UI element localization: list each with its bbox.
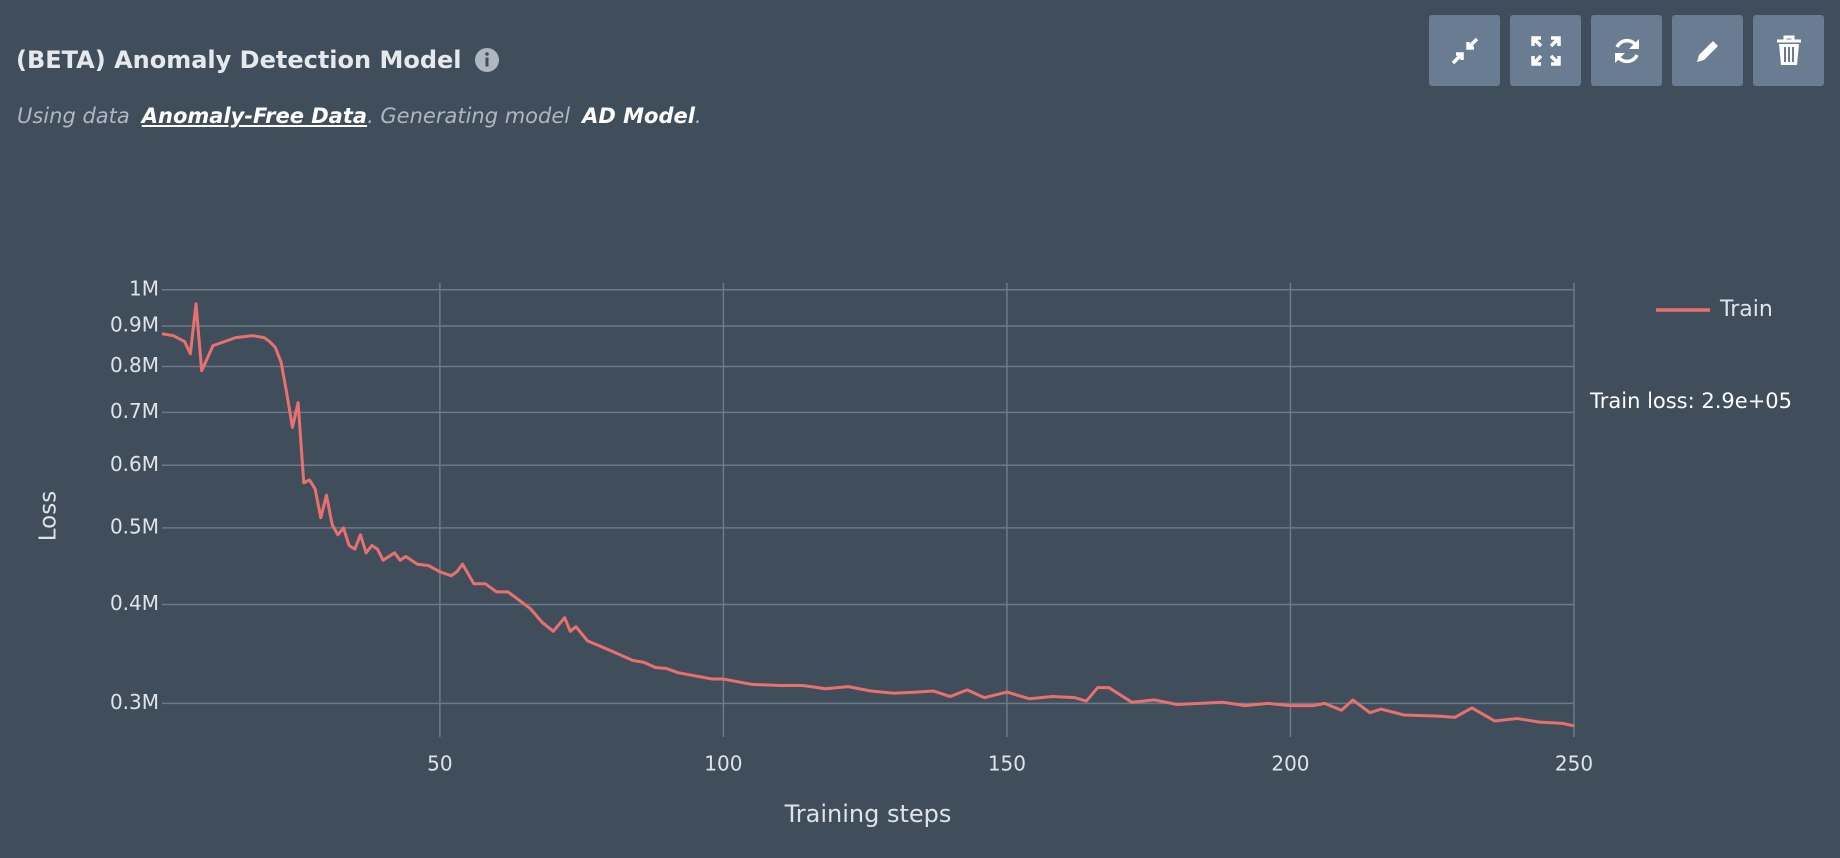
expand-button[interactable]	[1510, 15, 1581, 86]
subtitle-text: Using data	[17, 104, 130, 128]
y-tick-label: 1M	[129, 276, 159, 300]
x-tick-label: 50	[427, 752, 452, 776]
subtitle-text: . Generating model	[367, 104, 571, 128]
y-tick-label: 0.3M	[110, 690, 159, 714]
x-tick-label: 150	[988, 752, 1026, 776]
model-name: AD Model	[582, 104, 695, 128]
hover-label: Train loss: 2.9e+05	[1589, 389, 1792, 413]
collapse-button[interactable]	[1429, 15, 1500, 86]
delete-button[interactable]	[1753, 15, 1824, 86]
y-tick-label: 0.8M	[110, 353, 159, 377]
refresh-button[interactable]	[1591, 15, 1662, 86]
widget-header: (BETA) Anomaly Detection Model	[16, 46, 500, 74]
x-tick-label: 200	[1271, 752, 1309, 776]
legend-label: Train	[1719, 297, 1773, 322]
y-tick-label: 0.6M	[110, 452, 159, 476]
y-tick-label: 0.7M	[110, 399, 159, 423]
info-icon[interactable]	[474, 47, 500, 73]
x-axis-label: Training steps	[784, 800, 952, 828]
y-tick-label: 0.9M	[110, 312, 159, 336]
edit-button[interactable]	[1672, 15, 1743, 86]
y-tick-label: 0.5M	[110, 514, 159, 538]
subtitle-text: .	[694, 104, 702, 128]
widget-title: (BETA) Anomaly Detection Model	[16, 46, 462, 74]
x-tick-label: 250	[1555, 752, 1593, 776]
data-link[interactable]: Anomaly-Free Data	[141, 104, 368, 128]
x-tick-label: 100	[704, 752, 742, 776]
widget-subtitle: Using data Anomaly-Free Data. Generating …	[17, 104, 702, 128]
line-series	[161, 302, 1575, 728]
y-tick-label: 0.4M	[110, 591, 159, 615]
y-axis-label: Loss	[36, 491, 62, 541]
